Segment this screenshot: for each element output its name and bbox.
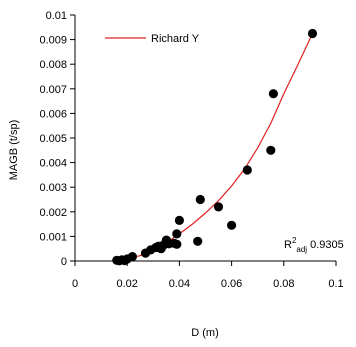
- x-tick-label: 0.02: [116, 278, 137, 290]
- points-layer: [112, 28, 318, 266]
- fit-layer: [116, 33, 314, 262]
- r2-value: 0.9305: [310, 239, 344, 251]
- data-point: [193, 236, 203, 246]
- x-tick-label: 0.1: [328, 278, 343, 290]
- x-tick-label: 0.08: [273, 278, 294, 290]
- data-point: [172, 239, 182, 249]
- data-point: [195, 194, 205, 205]
- data-point: [307, 28, 318, 39]
- x-tick-label: 0: [72, 278, 78, 290]
- data-point: [266, 145, 276, 155]
- x-tick-label: 0.04: [169, 278, 190, 290]
- legend: Richard Y: [105, 33, 200, 45]
- y-tick-label: 0: [61, 256, 67, 268]
- y-tick-label: 0.005: [39, 133, 67, 145]
- r2-prefix: R: [284, 239, 292, 251]
- y-axis: 0 0.001 0.002 0.003 0.004 0.005 0.006 0.007 0.00…: [39, 10, 76, 268]
- y-tick-label: 0.009: [39, 35, 67, 47]
- y-tick-label: 0.007: [39, 84, 67, 96]
- y-tick-label: 0.006: [39, 108, 67, 120]
- y-tick-label: 0.004: [39, 158, 67, 170]
- fit-curve: [116, 33, 314, 262]
- data-point: [172, 229, 182, 239]
- y-tick-label: 0.003: [39, 182, 67, 194]
- x-axis: 0 0.02 0.04 0.06 0.08 0.1: [72, 260, 344, 290]
- y-tick-label: 0.002: [39, 207, 67, 219]
- legend-label: Richard Y: [151, 33, 200, 45]
- y-tick-label: 0.001: [39, 231, 67, 243]
- data-point: [213, 202, 224, 212]
- x-tick-label: 0.06: [221, 278, 242, 290]
- data-point: [174, 215, 184, 225]
- data-point: [268, 89, 278, 99]
- y-tick-label: 0.008: [39, 59, 67, 71]
- r2-annotation: R2adj 0.9305: [284, 236, 344, 254]
- data-point: [227, 220, 237, 230]
- y-tick-label: 0.01: [46, 10, 67, 22]
- y-axis-title: MAGB (t/sp): [8, 120, 20, 181]
- r2-sub: adj: [296, 245, 307, 254]
- r2-sup: 2: [292, 236, 297, 245]
- data-point: [242, 165, 252, 175]
- data-point: [127, 252, 137, 262]
- x-axis-title: D (m): [191, 327, 219, 339]
